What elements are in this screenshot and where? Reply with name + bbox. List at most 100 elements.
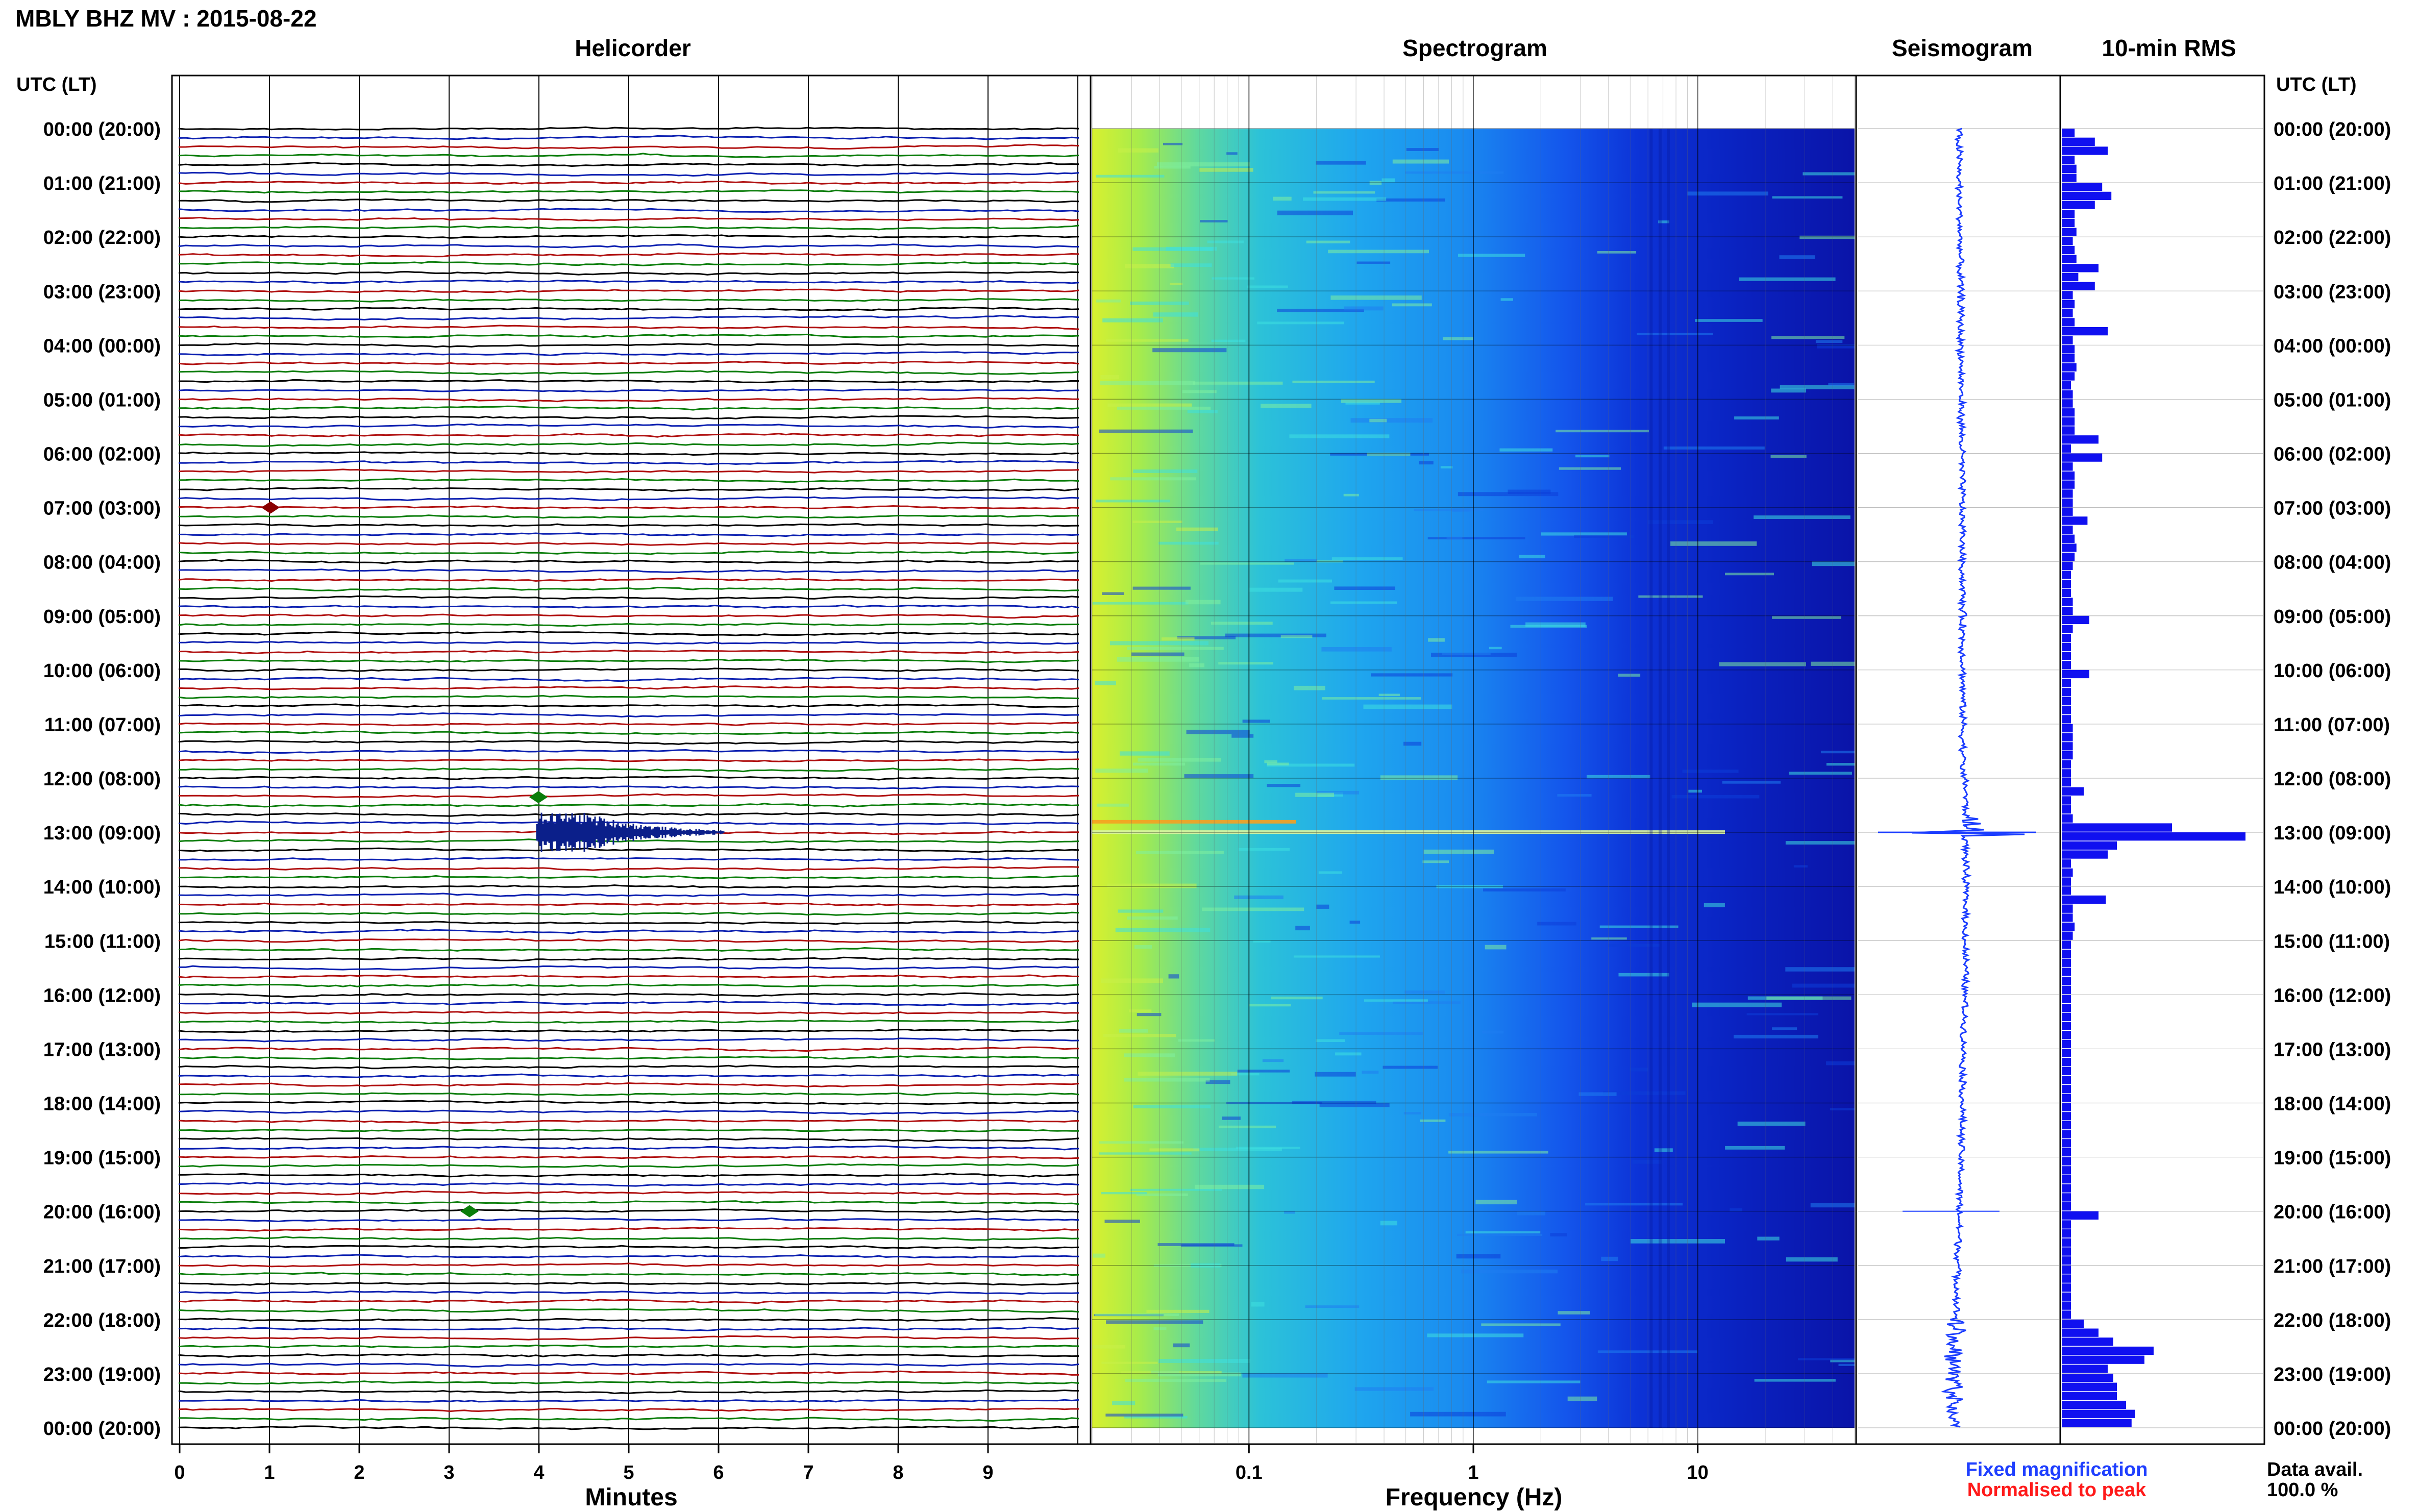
spectrogram-streak	[1485, 945, 1507, 950]
spectrogram-streak	[1115, 928, 1211, 932]
minute-tick-label: 5	[623, 1462, 634, 1483]
helicorder-trace-line	[178, 956, 1079, 962]
spectrogram-streak	[1193, 381, 1283, 385]
helicorder-trace-line	[178, 695, 1079, 700]
helicorder-trace-line	[178, 1010, 1079, 1015]
spectrogram-streak	[1362, 1071, 1379, 1074]
spectrogram-streak	[1334, 586, 1395, 590]
helicorder-trace-line	[178, 775, 1079, 781]
spectrogram-streak	[1558, 1311, 1590, 1315]
helicorder-trace-line	[178, 1109, 1079, 1115]
rms-bar	[2062, 218, 2075, 228]
spectrogram-streak	[1193, 1148, 1282, 1151]
rms-bar	[2062, 985, 2071, 994]
helicorder-trace-line	[178, 1353, 1079, 1358]
spectrogram-streak	[1103, 1034, 1176, 1037]
helicorder-trace-line	[178, 1019, 1079, 1025]
spectrogram-streak	[1406, 148, 1439, 151]
helicorder-trace-line	[178, 1245, 1079, 1249]
rms-bar	[2062, 642, 2071, 652]
spectrogram-streak	[1838, 1364, 1855, 1366]
time-tick-right-label: 17:00 (13:00)	[2274, 1039, 2391, 1060]
spectrogram-streak	[1719, 662, 1806, 666]
spectrogram-streak	[1510, 625, 1587, 628]
spectrogram-streak	[1770, 455, 1807, 458]
minute-tick-label: 7	[803, 1462, 813, 1483]
helicorder-trace-line	[178, 505, 1079, 510]
rms-bar	[2062, 1139, 2071, 1148]
spectrogram-streak	[1278, 579, 1332, 583]
frequency-tick-label: 0.1	[1236, 1462, 1263, 1483]
spectrogram-streak	[1734, 416, 1779, 420]
data-avail-label: Data avail.	[2267, 1459, 2363, 1480]
spectrogram-streak	[1294, 685, 1325, 690]
helicorder-trace-line	[178, 388, 1079, 392]
rms-bar	[2062, 877, 2071, 886]
time-tick-right-label: 11:00 (07:00)	[2274, 714, 2390, 736]
time-ticks-left: 00:00 (20:00) 01:00 (21:00) 02:00 (22:00) 0…	[43, 119, 179, 1440]
spectrogram-streak	[1280, 635, 1313, 638]
helicorder-trace-line	[178, 630, 1079, 636]
rms-bar	[2062, 1076, 2071, 1084]
helicorder-trace-line	[178, 433, 1079, 438]
rms-bar	[2062, 1039, 2071, 1049]
helicorder-trace-line	[178, 730, 1079, 735]
spectrogram-streak	[1284, 1210, 1295, 1214]
spectrogram-streak	[1785, 967, 1855, 972]
spectrogram-streak	[1427, 537, 1525, 539]
spectrogram-streak	[1242, 720, 1270, 723]
spectrogram-streak	[1319, 1103, 1390, 1107]
rms-bar	[2062, 201, 2095, 209]
rms-bar	[2062, 390, 2073, 399]
spectrogram-streak	[1446, 536, 1463, 540]
time-tick-right-label: 18:00 (14:00)	[2274, 1094, 2391, 1115]
time-tick-left-label: 19:00 (15:00)	[43, 1148, 161, 1169]
rms-bar	[2062, 1202, 2071, 1211]
spectrogram-streak	[1158, 1359, 1250, 1363]
time-tick-right-label: 01:00 (21:00)	[2274, 173, 2391, 194]
rms-bar	[2062, 561, 2073, 570]
helicorder-trace-line	[178, 821, 1079, 826]
spectrogram-streak	[1519, 555, 1545, 559]
rms-bar	[2062, 1400, 2126, 1409]
helicorder-trace-line	[178, 1082, 1079, 1088]
rms-bar	[2062, 245, 2075, 255]
rms-bar	[2062, 1031, 2071, 1039]
spectrogram-streak	[1754, 515, 1850, 519]
time-tick-left-label: 03:00 (23:00)	[43, 281, 161, 303]
spectrogram-streak	[1830, 1359, 1855, 1362]
time-tick-right-label: 23:00 (19:00)	[2274, 1364, 2391, 1385]
spectrogram-streak	[1313, 191, 1375, 194]
time-tick-left-label: 14:00 (10:00)	[43, 877, 161, 898]
spectrogram-streak	[1138, 1072, 1238, 1076]
rms-bar	[2062, 264, 2099, 272]
rms-bar	[2062, 444, 2071, 453]
rms-bar	[2062, 1184, 2071, 1193]
time-tick-right-label: 03:00 (23:00)	[2274, 281, 2391, 303]
spectrogram-streak	[1392, 303, 1432, 307]
rms-bar	[2062, 895, 2106, 904]
minute-tick-label: 2	[354, 1462, 364, 1483]
spectrogram-streak	[1285, 559, 1318, 562]
spectrogram-streak	[1222, 1117, 1241, 1120]
spectrogram-streak	[1316, 1039, 1345, 1043]
helicorder-trace-line	[178, 974, 1079, 979]
spectrogram-streak	[1380, 1221, 1397, 1226]
spectrogram-streak	[1176, 527, 1218, 532]
helicorder-trace-line	[178, 1226, 1079, 1232]
time-tick-left-label: 06:00 (02:00)	[43, 444, 161, 465]
rms-bar	[2062, 129, 2075, 137]
spectrogram-streak	[1371, 673, 1453, 677]
time-tick-right-label: 06:00 (02:00)	[2274, 444, 2391, 465]
helicorder-trace-line	[178, 1191, 1079, 1196]
time-tick-left-label: 17:00 (13:00)	[43, 1039, 161, 1060]
spectrogram-streak	[1173, 1343, 1190, 1348]
rms-bar	[2062, 1012, 2071, 1021]
rms-bar	[2062, 210, 2075, 218]
spectrogram-streak	[1189, 663, 1204, 667]
spectrogram-streak	[1317, 790, 1360, 795]
time-tick-left-label: 10:00 (06:00)	[43, 660, 161, 682]
spectrogram-streak	[1226, 1102, 1322, 1104]
spectrogram-streak	[1578, 1092, 1617, 1096]
spectrogram-streak	[1381, 178, 1395, 183]
